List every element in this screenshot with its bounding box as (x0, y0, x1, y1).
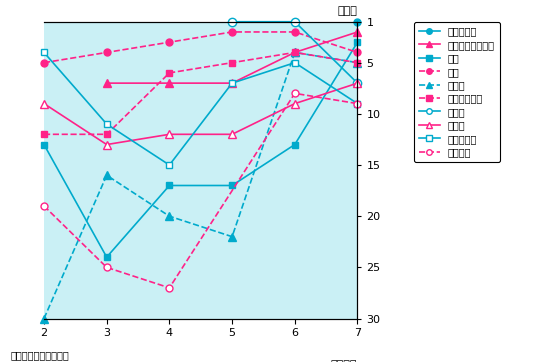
インドネシア (292, 50, 298, 55)
カナダ (41, 101, 47, 106)
インドネシア (229, 60, 235, 65)
カナダ (229, 132, 235, 136)
イタリア (103, 265, 110, 270)
イタリア (41, 204, 47, 208)
フィリピン (354, 101, 361, 106)
Line: ロシア: ロシア (228, 17, 362, 87)
フィリピン (41, 50, 47, 55)
ニュージーランド (292, 50, 298, 55)
インドネシア (103, 132, 110, 136)
フィリピン (103, 122, 110, 126)
フィリピン (292, 60, 298, 65)
ニュージーランド (354, 30, 361, 34)
米国 (229, 183, 235, 188)
ロシア (354, 81, 361, 85)
カナダ (292, 101, 298, 106)
Text: 郵政省資料により作成: 郵政省資料により作成 (11, 350, 70, 361)
Text: （位）: （位） (338, 6, 358, 16)
Text: （年度）: （年度） (331, 360, 358, 362)
Line: ニュージーランド: ニュージーランド (102, 28, 362, 87)
ハワイ (354, 60, 361, 65)
Line: ハワイ: ハワイ (40, 48, 362, 323)
米国 (166, 183, 173, 188)
ニュージーランド (229, 81, 235, 85)
カナダ (354, 81, 361, 85)
ハワイ (229, 235, 235, 239)
フィリピン (166, 163, 173, 167)
イタリア (354, 101, 361, 106)
Line: イタリア: イタリア (41, 90, 361, 291)
中国 (103, 50, 110, 55)
中国 (292, 30, 298, 34)
Line: インドネシア: インドネシア (41, 49, 361, 138)
中国 (354, 50, 361, 55)
ハワイ (166, 214, 173, 218)
ニュージーランド (166, 81, 173, 85)
米国 (292, 142, 298, 147)
ハワイ (292, 50, 298, 55)
ハワイ (41, 316, 47, 321)
ロシア (292, 20, 298, 24)
ハワイ (103, 173, 110, 177)
Line: カナダ: カナダ (40, 79, 362, 149)
中国 (166, 40, 173, 45)
カナダ (103, 142, 110, 147)
インドネシア (166, 71, 173, 75)
Line: 米国: 米国 (41, 39, 361, 261)
イタリア (292, 91, 298, 96)
中国 (229, 30, 235, 34)
カナダ (166, 132, 173, 136)
フィリピン (229, 81, 235, 85)
米国 (103, 255, 110, 259)
米国 (354, 40, 361, 45)
米国 (41, 142, 47, 147)
Line: フィリピン: フィリピン (41, 49, 361, 168)
中国 (41, 60, 47, 65)
インドネシア (354, 60, 361, 65)
インドネシア (41, 132, 47, 136)
イタリア (166, 286, 173, 290)
Line: 中国: 中国 (41, 29, 361, 66)
ニュージーランド (103, 81, 110, 85)
Legend: ヴェトナム, ニュージーランド, 米国, 中国, ハワイ, インドネシア, ロシア, カナダ, フィリピン, イタリア: ヴェトナム, ニュージーランド, 米国, 中国, ハワイ, インドネシア, ロシ… (414, 22, 500, 162)
ロシア (229, 20, 235, 24)
